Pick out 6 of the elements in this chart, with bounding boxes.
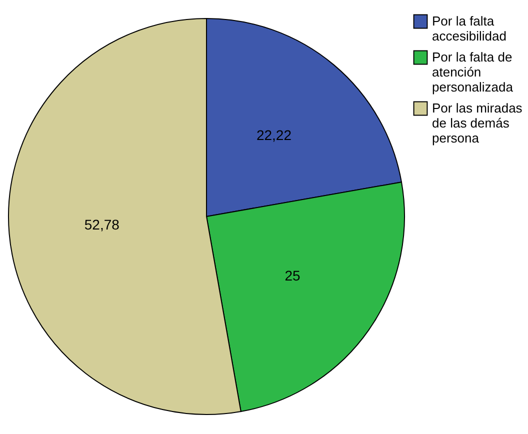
legend-label: Por la falta de atención personalizada — [432, 50, 514, 94]
legend-label: Por la falta accesibilidad — [432, 14, 506, 44]
data-label: 52,78 — [84, 216, 120, 233]
legend-label: Por las miradas de las demás persona — [432, 100, 523, 146]
data-label: 22,22 — [256, 127, 292, 144]
data-label: 25 — [284, 268, 301, 284]
